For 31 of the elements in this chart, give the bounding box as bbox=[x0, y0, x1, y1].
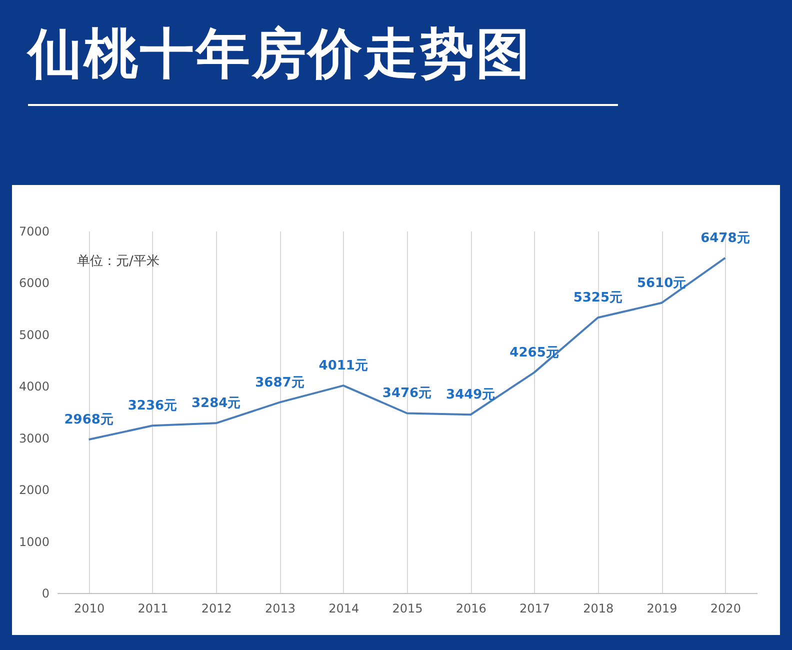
x-tick-label: 2012 bbox=[201, 602, 232, 616]
x-tick-label: 2020 bbox=[710, 602, 741, 616]
y-tick-label: 0 bbox=[42, 586, 50, 600]
x-tick-label: 2010 bbox=[74, 602, 105, 616]
x-tick-label: 2013 bbox=[264, 602, 296, 616]
data-label: 6478元 bbox=[700, 230, 750, 246]
x-tick-label: 2014 bbox=[328, 602, 360, 616]
y-tick-label: 7000 bbox=[18, 224, 50, 238]
data-label: 3284元 bbox=[191, 396, 241, 412]
data-label: 3236元 bbox=[128, 398, 178, 414]
y-tick-label: 3000 bbox=[18, 431, 50, 446]
x-tick-label: 2011 bbox=[138, 602, 168, 616]
y-tick-label: 2000 bbox=[18, 483, 50, 498]
y-tick-label: 6000 bbox=[18, 276, 50, 290]
data-label: 5325元 bbox=[573, 290, 623, 306]
data-label: 3687元 bbox=[255, 375, 304, 390]
data-label: 3476元 bbox=[382, 386, 432, 402]
x-tick-label: 2016 bbox=[456, 602, 486, 616]
y-tick-label: 1000 bbox=[18, 534, 50, 549]
x-tick-label: 2017 bbox=[520, 602, 550, 616]
annotation: 单位：元/平米 bbox=[77, 254, 160, 269]
y-tick-label: 5000 bbox=[18, 328, 50, 342]
x-tick-label: 2015 bbox=[392, 602, 423, 616]
data-label: 5610元 bbox=[636, 276, 686, 291]
data-label: 2968元 bbox=[64, 412, 114, 428]
chart-title: 仙桃十年房价走势图 bbox=[28, 21, 532, 87]
data-label: 3449元 bbox=[446, 388, 496, 403]
x-tick-label: 2019 bbox=[646, 602, 678, 616]
data-label: 4011元 bbox=[318, 358, 368, 374]
x-tick-label: 2018 bbox=[583, 602, 614, 616]
y-tick-label: 4000 bbox=[18, 380, 50, 394]
